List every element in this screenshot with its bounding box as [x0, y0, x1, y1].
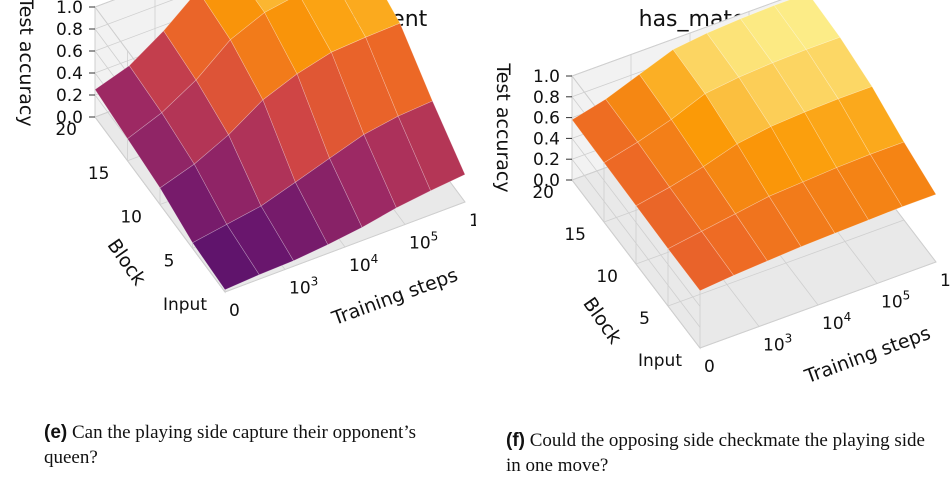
z-tick-label: 0.8	[533, 88, 560, 108]
z-tick-label: 0.6	[533, 109, 560, 129]
z-tick-label: 0.4	[533, 129, 560, 149]
block-tick-label: 5	[639, 309, 650, 329]
z-tick-label: 1.0	[56, 0, 83, 18]
z-axis-label: Test accuracy	[492, 62, 514, 192]
block-tick-label: 15	[564, 225, 586, 245]
caption-tag: (e)	[44, 422, 68, 443]
block-tick-label: 10	[120, 208, 142, 228]
surface-facet	[773, 0, 841, 50]
block-tick-label: 20	[55, 120, 77, 140]
step-tick-exponent: 4	[371, 252, 379, 266]
gridline	[667, 219, 905, 307]
surface-facet	[397, 100, 466, 192]
block-tick-label: Input	[638, 351, 682, 371]
step-tick-exponent: 4	[844, 310, 852, 324]
block-tick-label: 15	[88, 164, 110, 184]
step-tick-label: 104	[822, 310, 851, 334]
surface	[571, 0, 937, 292]
surface-facet	[805, 36, 873, 100]
step-tick-label: 105	[409, 230, 438, 254]
caption-text: Can the playing side capture their oppon…	[44, 422, 417, 468]
z-axis-label: Test accuracy	[15, 0, 37, 127]
step-tick-exponent: 5	[431, 230, 439, 244]
surface-facet	[203, 0, 266, 41]
block-tick-label: 5	[164, 251, 175, 271]
step-tick-label: 106	[940, 267, 952, 291]
block-axis-label: Block	[578, 293, 625, 348]
caption-f: (f) Could the opposing side checkmate th…	[506, 428, 926, 478]
block-axis-label: Block	[103, 235, 150, 290]
step-tick-label: 103	[289, 275, 318, 299]
step-tick-label: 103	[763, 332, 792, 356]
step-tick-label: 105	[881, 289, 910, 313]
caption-tag: (f)	[506, 430, 525, 451]
block-tick-label: 20	[532, 183, 554, 203]
z-tick-label: 0.2	[56, 86, 83, 106]
z-tick-label: 0.2	[533, 150, 560, 170]
gridline	[94, 0, 174, 30]
step-tick-exponent: 3	[311, 275, 319, 289]
step-tick-label: 0	[229, 301, 240, 321]
step-axis-label: Training steps	[801, 322, 934, 388]
caption-e: (e) Can the playing side capture their o…	[44, 420, 444, 470]
chart-panel-e: can_capture_queen_opponent1.00.80.60.40.…	[15, 0, 476, 470]
surface	[94, 0, 466, 291]
z-tick-label: 0.8	[56, 20, 83, 40]
block-tick-label: Input	[163, 295, 207, 315]
surface-chart-e: can_capture_queen_opponent1.00.80.60.40.…	[15, 0, 476, 330]
z-tick-label: 0.0	[56, 108, 83, 128]
z-tick-label: 1.0	[533, 67, 560, 87]
step-tick-label: 106	[469, 207, 476, 231]
step-tick-exponent: 5	[903, 289, 911, 303]
z-tick-label: 0.4	[56, 64, 83, 84]
gridline	[699, 261, 937, 349]
step-tick-label: 0	[704, 357, 715, 377]
surface-facet	[869, 141, 937, 208]
z-tick-label: 0.0	[533, 171, 560, 191]
step-tick-exponent: 3	[785, 332, 793, 346]
caption-text: Could the opposing side checkmate the pl…	[506, 430, 925, 476]
surface-facet	[163, 0, 231, 81]
block-tick-label: 10	[596, 267, 618, 287]
z-tick-label: 0.6	[56, 42, 83, 62]
gridline	[224, 201, 466, 293]
surface-facet	[301, 0, 367, 53]
step-tick-label: 104	[349, 252, 378, 276]
